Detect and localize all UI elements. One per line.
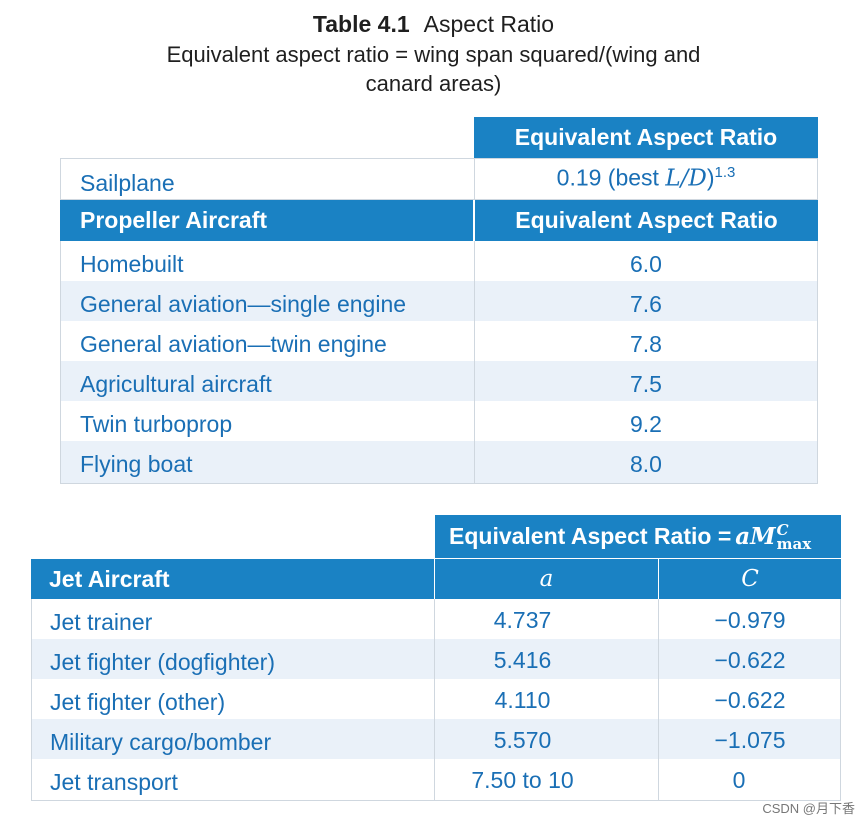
jet-aircraft-header: Jet Aircraft: [31, 559, 434, 599]
row-c-value: 0: [732, 767, 746, 793]
row-label: Agricultural aircraft: [80, 371, 272, 397]
row-value: 8.0: [630, 451, 662, 477]
row-label: Jet fighter (dogfighter): [50, 649, 276, 675]
row-a-value: 4.737: [493, 607, 552, 633]
row-value: 6.0: [630, 251, 662, 277]
table-row: [31, 679, 841, 719]
row-a-value: 7.50 to 10: [471, 767, 574, 793]
propeller-aircraft-header: Propeller Aircraft: [60, 200, 473, 241]
table-name: Aspect Ratio: [423, 11, 555, 37]
table1-header-aspect-ratio: Equivalent Aspect Ratio: [474, 117, 818, 158]
sailplane-label: Sailplane: [80, 170, 175, 196]
row-value: 9.2: [630, 411, 662, 437]
row-value: 7.8: [630, 331, 662, 357]
row-a-value: 4.110: [494, 687, 551, 713]
table-row: [60, 321, 818, 361]
row-label: General aviation—twin engine: [80, 331, 387, 357]
table-subtitle: Equivalent aspect ratio = wing span squa…: [166, 42, 701, 96]
table-row: [60, 281, 818, 321]
row-label: Jet fighter (other): [50, 689, 226, 715]
table-row: [31, 759, 841, 800]
row-label: Flying boat: [80, 451, 193, 477]
row-label: Jet trainer: [50, 609, 153, 635]
table-row: [31, 719, 841, 759]
row-label: Military cargo/bomber: [50, 729, 272, 755]
col-c-header: C: [659, 559, 841, 599]
row-c-value: −0.979: [714, 607, 786, 633]
table-number: Table 4.1: [312, 11, 410, 37]
row-value: 7.6: [630, 291, 662, 317]
table-row: [31, 639, 841, 679]
row-a-value: 5.570: [493, 727, 552, 753]
row-label: Jet transport: [50, 769, 178, 795]
row-c-value: −0.622: [714, 647, 786, 673]
sailplane-value: 0.19 (best L/D)1.3: [556, 164, 736, 192]
watermark: CSDN @月下香: [762, 801, 855, 816]
row-label: General aviation—single engine: [80, 291, 407, 317]
table-row: [31, 599, 841, 639]
table1-sailplane-row: [60, 158, 818, 200]
row-label: Homebuilt: [80, 251, 184, 277]
row-c-value: −0.622: [714, 687, 786, 713]
table-row: [60, 361, 818, 401]
table-caption: Table 4.1 Aspect Ratio Equivalent aspect …: [0, 8, 867, 98]
propeller-aspect-ratio-header: Equivalent Aspect Ratio: [475, 200, 818, 241]
row-label: Twin turboprop: [80, 411, 233, 437]
jet-equivalent-aspect-ratio-header: Equivalent Aspect Ratio = aM C max: [435, 515, 841, 558]
row-c-value: −1.075: [714, 727, 786, 753]
table-row: [60, 401, 818, 441]
row-a-value: 5.416: [493, 647, 552, 673]
col-a-header: a: [435, 559, 658, 599]
table-row: [60, 441, 818, 483]
table-row: [60, 241, 818, 281]
row-value: 7.5: [630, 371, 662, 397]
